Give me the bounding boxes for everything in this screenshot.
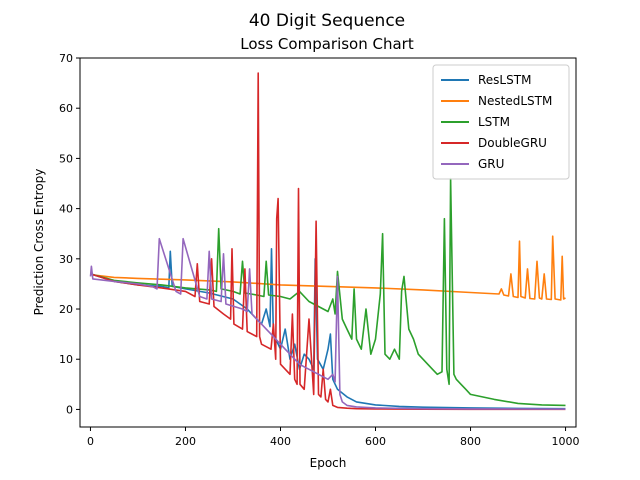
y-tick-label: 10: [59, 353, 73, 366]
y-tick-label: 50: [59, 152, 73, 165]
series-line-lstm: [90, 177, 566, 407]
plot-frame: [79, 57, 577, 428]
legend-box: [432, 64, 570, 180]
y-tick-label: 30: [59, 253, 73, 266]
y-tick-label: 0: [66, 403, 73, 416]
plot-area: [89, 72, 566, 411]
legend-label-nestedlstm: NestedLSTM: [478, 94, 552, 108]
x-tick-label: 800: [460, 435, 481, 448]
x-axis: 0 200 400 600 800 1000: [87, 427, 580, 448]
y-tick-label: 40: [59, 203, 73, 216]
x-tick-label: 200: [175, 435, 196, 448]
series-line-nestedlstm: [90, 235, 566, 301]
x-tick-label: 0: [87, 435, 94, 448]
chart-subtitle: Loss Comparison Chart: [240, 35, 414, 53]
y-tick-label: 70: [59, 52, 73, 65]
legend-label-lstm: LSTM: [478, 115, 510, 129]
legend-label-reslstm: ResLSTM: [478, 73, 531, 87]
series-line-gru: [89, 237, 566, 410]
legend-label-doublegru: DoubleGRU: [478, 136, 547, 150]
y-tick-label: 60: [59, 102, 73, 115]
y-tick-label: 20: [59, 303, 73, 316]
legend-label-gru: GRU: [478, 157, 504, 171]
x-tick-label: 400: [270, 435, 291, 448]
x-axis-label: Epoch: [310, 456, 347, 470]
y-axis-label: Prediction Cross Entropy: [32, 169, 46, 316]
x-tick-label: 1000: [552, 435, 580, 448]
legend: ResLSTM NestedLSTM LSTM DoubleGRU GRU: [432, 64, 570, 180]
chart-title: 40 Digit Sequence: [249, 11, 405, 31]
y-axis: 0 10 20 30 40 50 60 70: [59, 52, 80, 416]
x-tick-label: 600: [365, 435, 386, 448]
